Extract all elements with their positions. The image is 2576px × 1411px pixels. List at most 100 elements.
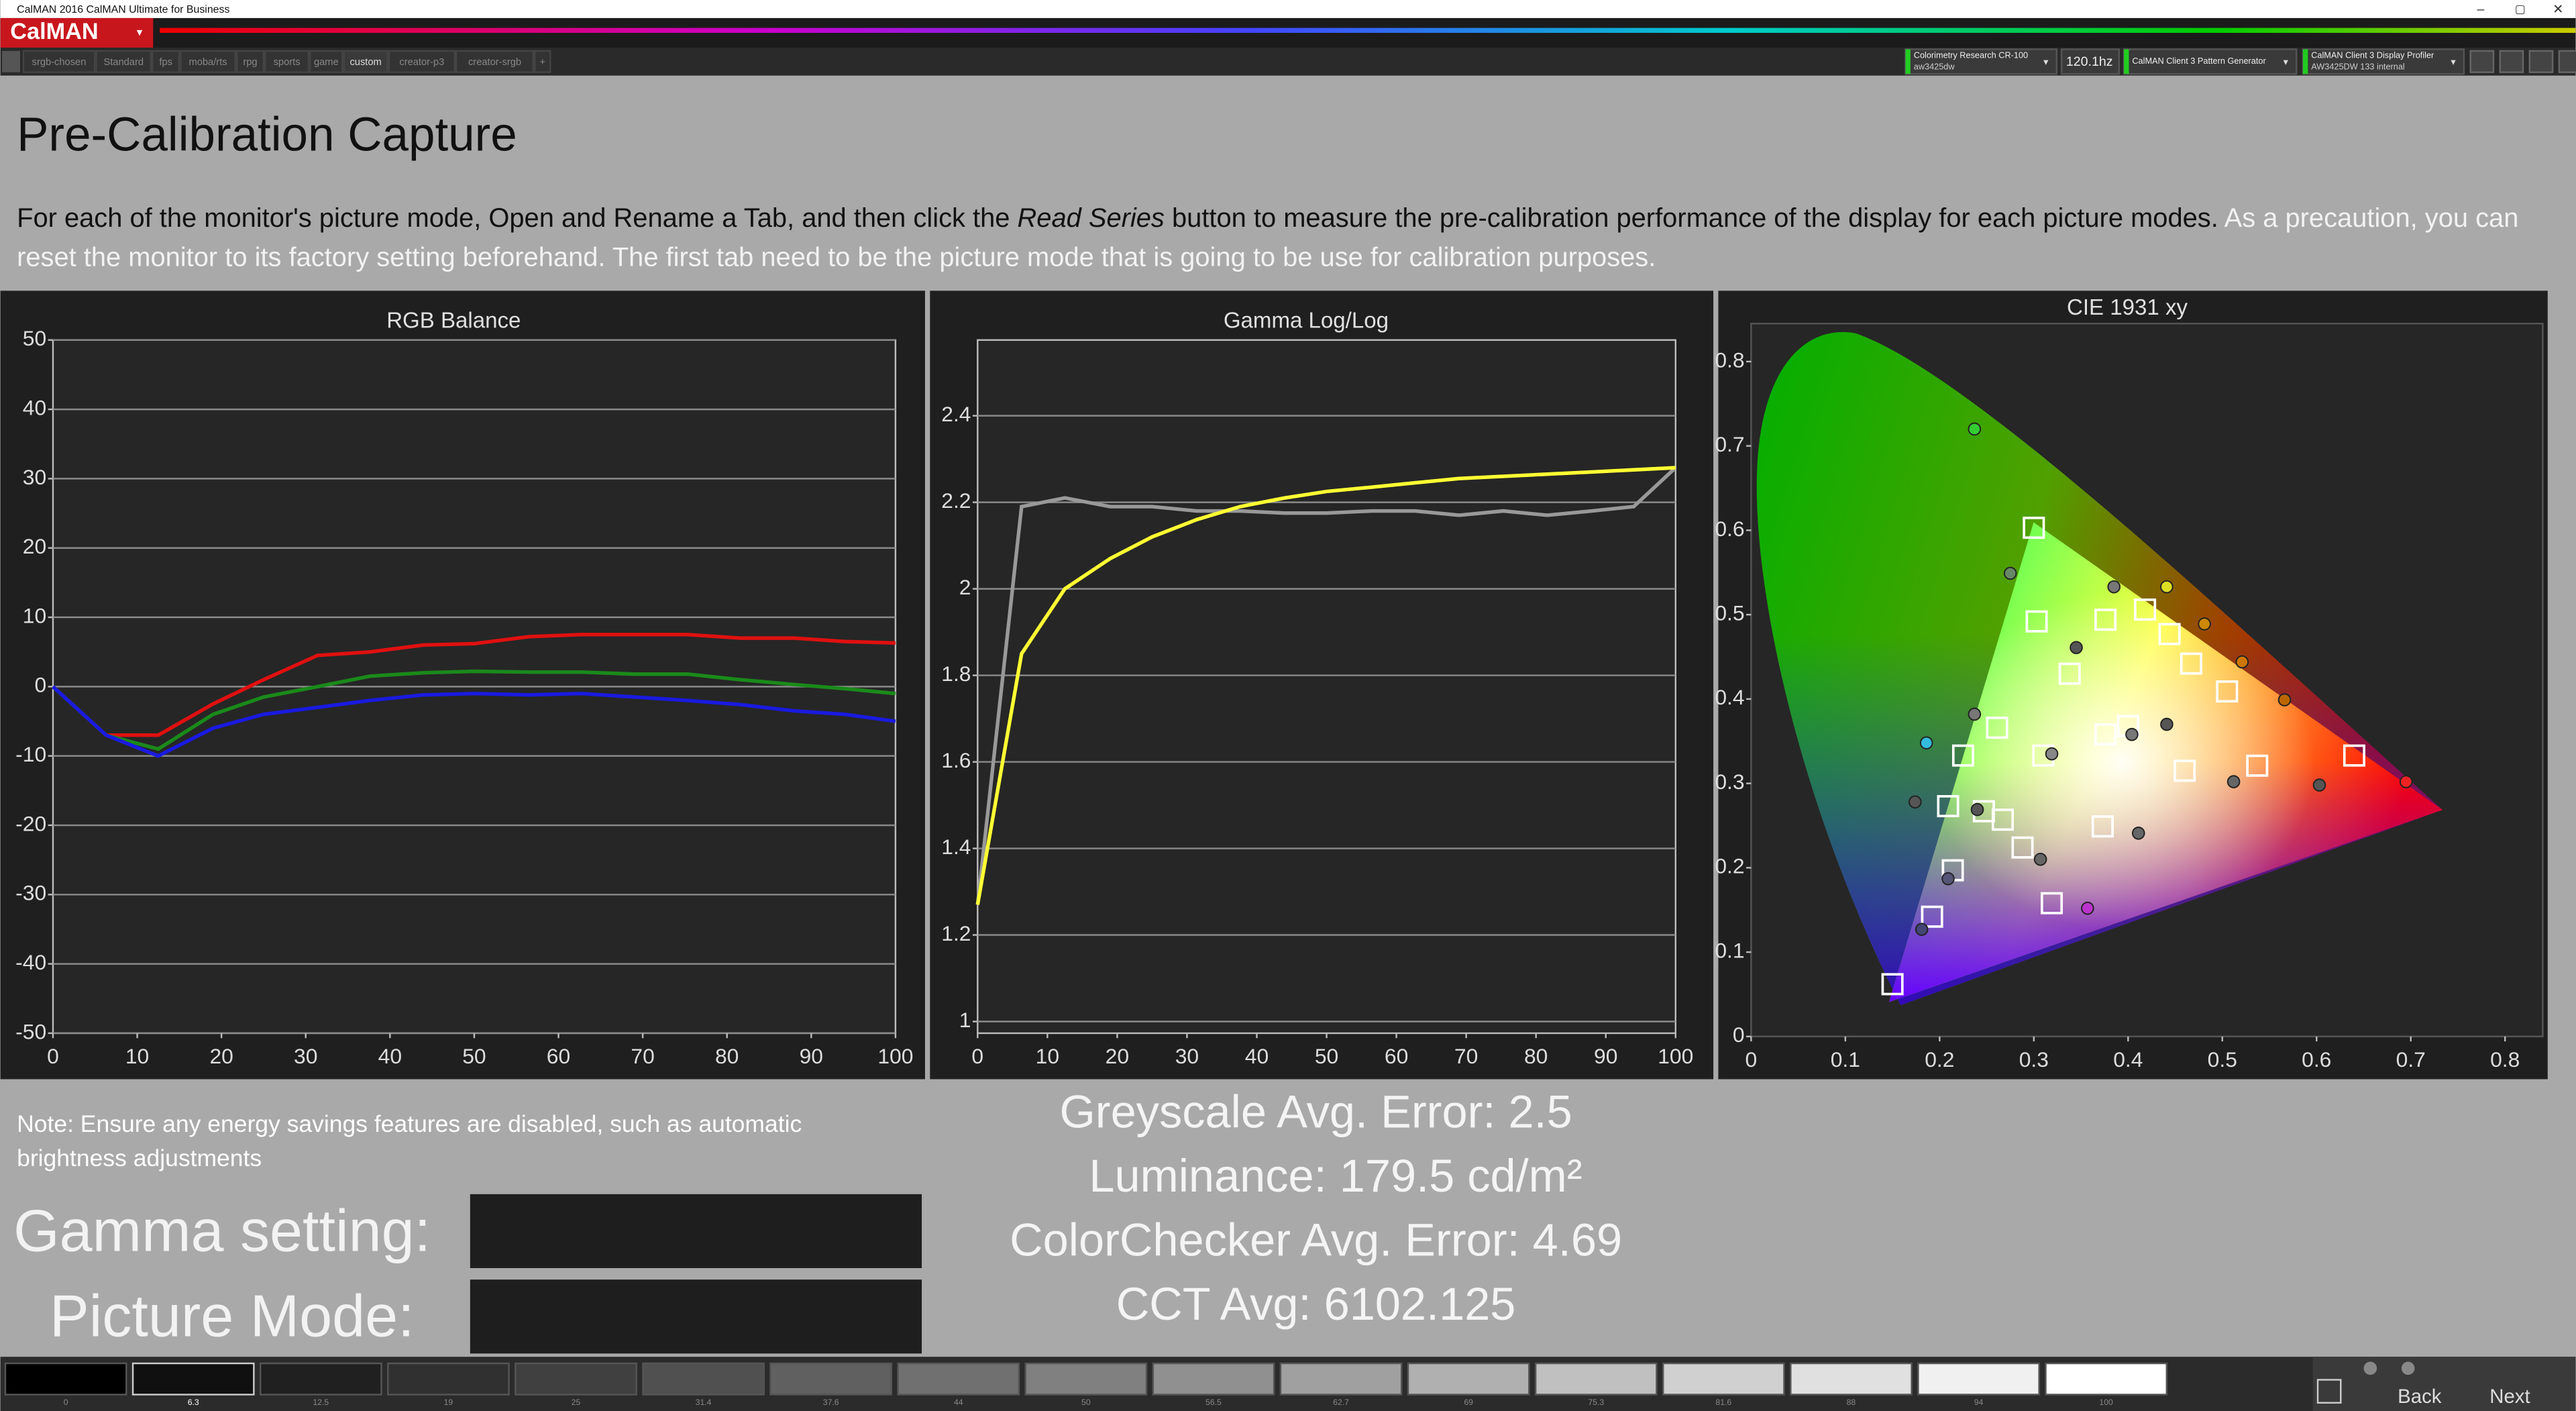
gamut-triangle-white bbox=[1889, 522, 2443, 1002]
toolbar-button[interactable] bbox=[2499, 50, 2524, 73]
tab[interactable] bbox=[22, 50, 96, 73]
y-tick-label: 2.4 bbox=[941, 402, 971, 426]
y-tick-label: -20 bbox=[15, 811, 46, 835]
tab[interactable] bbox=[95, 50, 152, 73]
tab-label: game bbox=[314, 57, 339, 68]
tab[interactable] bbox=[343, 50, 388, 73]
play-button[interactable] bbox=[2401, 1361, 2415, 1375]
stop-button[interactable] bbox=[2316, 1379, 2342, 1404]
device-selector[interactable] bbox=[2302, 48, 2465, 75]
tab-label: srgb-chosen bbox=[32, 57, 87, 68]
target-point bbox=[1986, 717, 2008, 739]
measured-point bbox=[2399, 775, 2413, 788]
swatch[interactable] bbox=[1279, 1362, 1403, 1396]
toolbar-button[interactable] bbox=[2469, 50, 2495, 73]
tab[interactable] bbox=[235, 50, 265, 73]
target-point bbox=[1951, 744, 1974, 767]
swatch[interactable] bbox=[387, 1362, 510, 1396]
field-value bbox=[470, 1194, 922, 1269]
tab-label: creator-p3 bbox=[399, 57, 444, 68]
intro-emphasis: Read Series bbox=[1017, 203, 1165, 233]
device-selector[interactable] bbox=[2123, 48, 2298, 75]
x-tick-label: 0.2 bbox=[1925, 1047, 1954, 1072]
tab[interactable] bbox=[388, 50, 456, 73]
swatch[interactable] bbox=[131, 1362, 255, 1396]
swatch-label: 50 bbox=[1081, 1398, 1091, 1407]
swatch[interactable] bbox=[897, 1362, 1020, 1396]
x-tick-label: 10 bbox=[125, 1044, 149, 1068]
next-button[interactable]: Next bbox=[2489, 1386, 2530, 1408]
swatch[interactable] bbox=[515, 1362, 637, 1396]
swatch[interactable] bbox=[1152, 1362, 1275, 1396]
y-tick-label: 30 bbox=[23, 465, 46, 489]
series-line bbox=[52, 669, 896, 751]
measured-point bbox=[2312, 778, 2326, 792]
tab-label: + bbox=[539, 57, 545, 68]
x-tick-label: 100 bbox=[877, 1044, 913, 1068]
device-status bbox=[2302, 49, 2308, 74]
tab-scroll[interactable] bbox=[2, 50, 20, 72]
measured-point bbox=[2160, 717, 2174, 731]
x-tick-label: 90 bbox=[1594, 1044, 1617, 1068]
x-tick-label: 50 bbox=[1315, 1044, 1338, 1068]
player-controls bbox=[2312, 1357, 2576, 1411]
tab[interactable] bbox=[180, 50, 236, 73]
swatch[interactable] bbox=[259, 1362, 382, 1396]
measured-point bbox=[2235, 655, 2249, 669]
dropdown-arrow: ▾ bbox=[2043, 57, 2049, 68]
measured-point bbox=[2125, 727, 2139, 741]
x-tick-label: 50 bbox=[462, 1044, 486, 1068]
swatch[interactable] bbox=[1534, 1362, 1658, 1396]
y-tick-label: -30 bbox=[15, 881, 46, 905]
maximize-button[interactable]: ▢ bbox=[2515, 2, 2526, 15]
close-button[interactable]: ✕ bbox=[2553, 2, 2563, 17]
tab[interactable] bbox=[264, 50, 310, 73]
target-point bbox=[2134, 598, 2157, 621]
chart-title: RGB Balance bbox=[386, 309, 521, 333]
minimize-button[interactable]: – bbox=[2477, 2, 2484, 17]
target-point bbox=[1921, 905, 1943, 928]
device-selector[interactable] bbox=[1904, 48, 2057, 75]
target-point bbox=[2058, 662, 2081, 685]
swatch[interactable] bbox=[1662, 1362, 1785, 1396]
measured-point bbox=[1968, 422, 1982, 436]
tab[interactable] bbox=[309, 50, 343, 73]
swatch[interactable] bbox=[1024, 1362, 1148, 1396]
tab[interactable] bbox=[455, 50, 535, 73]
record-button[interactable] bbox=[2363, 1361, 2377, 1375]
y-tick-label: -40 bbox=[15, 950, 46, 974]
y-tick-label: 20 bbox=[23, 534, 46, 558]
tab[interactable] bbox=[152, 50, 180, 73]
x-tick-label: 90 bbox=[800, 1044, 823, 1068]
y-tick-label: 2.2 bbox=[941, 488, 971, 513]
logo-button[interactable] bbox=[0, 17, 154, 48]
target-point bbox=[2040, 892, 2063, 914]
swatch[interactable] bbox=[642, 1362, 765, 1396]
swatch[interactable] bbox=[1790, 1362, 1913, 1396]
swatch[interactable] bbox=[2045, 1362, 2168, 1396]
target-point bbox=[2174, 760, 2196, 782]
swatch-label: 44 bbox=[954, 1398, 963, 1407]
device-detail: aw3425dw bbox=[1914, 62, 1955, 72]
back-button[interactable]: Back bbox=[2398, 1386, 2442, 1408]
measured-point bbox=[1919, 736, 1933, 750]
toolbar-button[interactable] bbox=[2528, 50, 2554, 73]
measured-point bbox=[2070, 641, 2083, 654]
swatch[interactable] bbox=[1917, 1362, 2040, 1396]
measured-point bbox=[2033, 852, 2047, 866]
chart-title: CIE 1931 xy bbox=[2067, 295, 2188, 320]
swatch[interactable] bbox=[769, 1362, 893, 1396]
tab[interactable] bbox=[534, 50, 551, 73]
swatch[interactable] bbox=[4, 1362, 127, 1396]
swatch-label: 69 bbox=[1464, 1398, 1473, 1407]
target-point bbox=[1937, 795, 1960, 818]
swatch-label: 19 bbox=[444, 1398, 453, 1407]
toolbar-button[interactable] bbox=[2558, 50, 2576, 73]
series-line bbox=[975, 466, 1676, 905]
tab-label: rpg bbox=[243, 57, 257, 68]
series-line bbox=[975, 466, 1677, 905]
swatch[interactable] bbox=[1407, 1362, 1530, 1396]
x-tick-label: 60 bbox=[1385, 1044, 1408, 1068]
y-tick-label: 0.4 bbox=[1715, 685, 1744, 709]
target-point bbox=[2094, 723, 2117, 746]
